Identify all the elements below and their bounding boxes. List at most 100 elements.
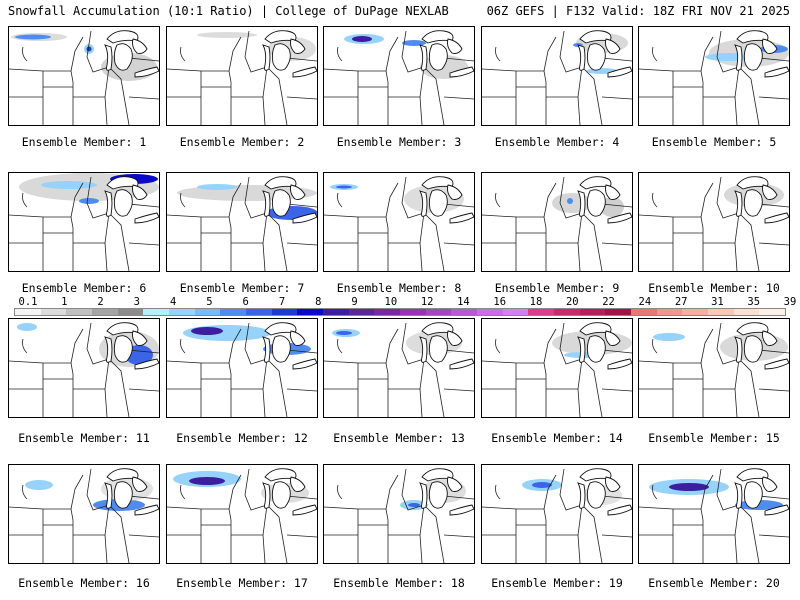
legend-swatch: [323, 309, 349, 315]
member-label: Ensemble Member: 16: [18, 576, 150, 590]
snowfall-map: [482, 176, 632, 271]
legend-tick-label: 39: [783, 296, 797, 308]
legend-swatch: [579, 309, 606, 315]
snowfall-map: [639, 322, 789, 417]
snowfall-map: [639, 30, 789, 125]
map-panel-member-19: [481, 464, 633, 564]
map-panel-member-8: [323, 172, 475, 272]
legend-tick-label: 4: [169, 296, 177, 308]
snowfall-map: [324, 468, 474, 563]
legend-swatch: [374, 309, 401, 315]
legend-swatch: [92, 309, 118, 315]
legend-swatch: [605, 309, 632, 315]
map-panel-member-9: [481, 172, 633, 272]
map-panel-member-17: [166, 464, 318, 564]
legend-tick-label: 12: [420, 296, 434, 308]
member-label: Ensemble Member: 19: [491, 576, 623, 590]
legend-swatch: [477, 309, 503, 315]
legend-tick-label: 5: [206, 296, 213, 308]
legend-tick-label: 2: [97, 296, 104, 308]
member-label: Ensemble Member: 7: [179, 281, 305, 295]
member-label: Ensemble Member: 11: [18, 431, 150, 445]
member-label: Ensemble Member: 1: [21, 135, 147, 149]
legend-swatch: [502, 309, 529, 315]
map-panel-member-12: [166, 318, 318, 418]
legend-swatch: [169, 309, 195, 315]
snowfall-map: [9, 30, 159, 125]
legend-swatch: [271, 309, 298, 315]
member-label: Ensemble Member: 10: [648, 281, 780, 295]
map-panel-member-3: [323, 26, 475, 126]
map-panel-member-16: [8, 464, 160, 564]
legend-swatch: [66, 309, 93, 315]
legend-swatch: [631, 309, 657, 315]
member-label: Ensemble Member: 4: [494, 135, 620, 149]
valid-time: 06Z GEFS | F132 Valid: 18Z FRI NOV 21 20…: [486, 4, 790, 18]
legend-tick-label: 9: [351, 296, 358, 308]
legend-swatch: [194, 309, 221, 315]
snowfall-map: [324, 30, 474, 125]
snowfall-color-legend: [14, 308, 786, 316]
legend-swatch: [708, 309, 734, 315]
member-label: Ensemble Member: 18: [333, 576, 465, 590]
map-title: Snowfall Accumulation (10:1 Ratio) | Col…: [8, 4, 449, 18]
legend-tick-label: 18: [529, 296, 543, 308]
map-panel-member-18: [323, 464, 475, 564]
member-label: Ensemble Member: 5: [651, 135, 777, 149]
legend-tick-label: 35: [747, 296, 761, 308]
snowfall-map: [482, 30, 632, 125]
legend-swatch: [656, 309, 683, 315]
legend-swatch: [40, 309, 67, 315]
legend-swatch: [554, 309, 580, 315]
member-label: Ensemble Member: 6: [21, 281, 147, 295]
legend-swatch: [759, 309, 786, 315]
snowfall-map: [324, 322, 474, 417]
snowfall-map: [9, 173, 159, 271]
legend-tick-label: 3: [133, 296, 141, 308]
member-label: Ensemble Member: 20: [648, 576, 780, 590]
legend-swatch: [143, 309, 170, 315]
legend-tick-label: 0.1: [18, 296, 38, 308]
legend-tick-label: 1: [61, 296, 68, 308]
snowfall-map: [167, 468, 317, 563]
member-label: Ensemble Member: 17: [176, 576, 308, 590]
legend-swatch: [400, 309, 426, 315]
legend-swatch: [15, 309, 41, 315]
legend-swatch: [297, 309, 324, 315]
legend-swatch: [425, 309, 452, 315]
legend-swatch: [246, 309, 272, 315]
snowfall-map: [639, 176, 789, 271]
legend-swatch: [528, 309, 555, 315]
snowfall-map: [167, 322, 317, 417]
legend-swatch: [348, 309, 375, 315]
snowfall-map: [9, 468, 159, 563]
map-panel-member-20: [638, 464, 790, 564]
legend-tick-label: 24: [638, 296, 652, 308]
member-label: Ensemble Member: 9: [494, 281, 620, 295]
snowfall-map: [324, 176, 474, 271]
legend-swatch: [220, 309, 247, 315]
member-label: Ensemble Member: 2: [179, 135, 305, 149]
legend-tick-label: 22: [602, 296, 615, 308]
map-panel-member-2: [166, 26, 318, 126]
legend-swatch: [682, 309, 709, 315]
map-panel-member-5: [638, 26, 790, 126]
header: Snowfall Accumulation (10:1 Ratio) | Col…: [0, 0, 800, 22]
member-label: Ensemble Member: 12: [176, 431, 308, 445]
map-panel-member-10: [638, 172, 790, 272]
legend-tick-label: 10: [384, 296, 398, 308]
snowfall-map: [167, 176, 317, 271]
legend-tick-label: 20: [565, 296, 579, 308]
map-panel-member-13: [323, 318, 475, 418]
map-panel-member-14: [481, 318, 633, 418]
snowfall-map: [167, 30, 317, 125]
legend-tick-label: 16: [493, 296, 507, 308]
snowfall-map: [482, 468, 632, 563]
member-label: Ensemble Member: 15: [648, 431, 780, 445]
legend-tick-label: 7: [278, 296, 286, 308]
legend-labels: 0.1 1 2 3 4 5 6 7 8 9 10 12 14 16 18 20 22 24 27 31 35 39: [14, 296, 797, 308]
member-label: Ensemble Member: 3: [336, 135, 462, 149]
map-panel-member-15: [638, 318, 790, 418]
map-panel-member-1: [8, 26, 160, 126]
map-panel-member-6: [8, 172, 160, 272]
